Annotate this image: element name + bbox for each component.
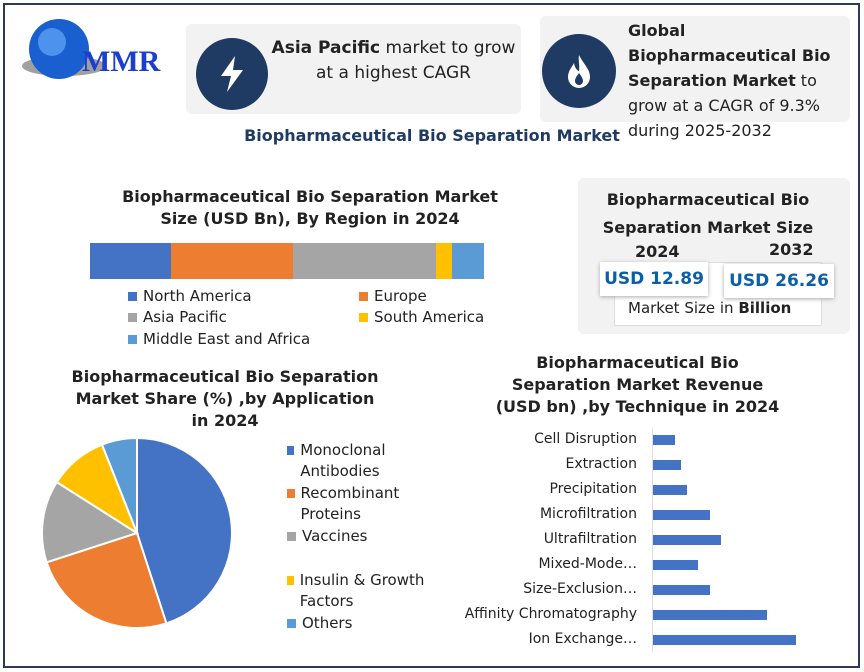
mmr-logo: MMR xyxy=(14,14,174,84)
region-segment-3 xyxy=(436,243,453,279)
technique-label: Ultrafiltration xyxy=(543,531,637,547)
technique-label: Ion Exchange… xyxy=(528,631,637,647)
technique-bar xyxy=(653,535,721,545)
callout-asia-pacific: Asia Pacific market to grow at a highest… xyxy=(186,24,521,114)
legend-label: North America xyxy=(143,287,252,305)
region-segment-0 xyxy=(90,243,172,279)
flame-icon xyxy=(542,34,616,108)
callout2-text: to grow at a CAGR of 9.3% during 2025-20… xyxy=(628,71,820,140)
legend-swatch xyxy=(287,489,295,498)
legend-swatch xyxy=(287,532,296,541)
region-legend-item: South America xyxy=(359,308,484,326)
technique-bar xyxy=(653,560,698,570)
legend-swatch xyxy=(287,619,296,628)
application-legend-item: Others xyxy=(287,613,437,634)
technique-chart-title: Biopharmaceutical Bio Separation Market … xyxy=(495,353,780,416)
callout1-bold: Asia Pacific xyxy=(271,38,381,58)
pie-slice-2 xyxy=(41,480,140,564)
region-stacked-bar xyxy=(90,243,484,279)
region-legend-item: Europe xyxy=(359,287,427,305)
region-legend-item: Middle East and Africa xyxy=(128,330,310,348)
technique-label: Affinity Chromatography xyxy=(464,606,637,622)
technique-label: Size-Exclusion… xyxy=(523,581,637,597)
legend-swatch xyxy=(287,576,294,585)
technique-bar xyxy=(653,610,767,620)
technique-bar xyxy=(653,585,710,595)
technique-bar xyxy=(653,635,796,645)
technique-label: Cell Disruption xyxy=(534,431,637,447)
legend-swatch xyxy=(359,312,368,322)
size-box-title: Biopharmaceutical Bio Separation Market … xyxy=(602,190,814,237)
legend-label: Asia Pacific xyxy=(143,308,227,326)
callout-cagr: Global Biopharmaceutical Bio Separation … xyxy=(540,16,850,140)
market-size-box: Biopharmaceutical Bio Separation Market … xyxy=(578,178,850,334)
region-segment-2 xyxy=(293,243,437,279)
legend-label: Insulin & Growth Factors xyxy=(299,571,425,610)
technique-axis xyxy=(652,428,653,652)
technique-label: Precipitation xyxy=(549,481,637,497)
technique-label: Mixed-Mode… xyxy=(538,556,637,572)
legend-label: Europe xyxy=(374,287,427,305)
callout1-text: market to grow at a highest CAGR xyxy=(316,38,516,83)
value-2032: USD 26.26 xyxy=(724,264,834,298)
pie-slice-0 xyxy=(136,436,233,625)
application-legend-item: Vaccines xyxy=(287,526,437,547)
unit-bold: Billion xyxy=(738,299,792,317)
region-legend-item: Asia Pacific xyxy=(128,308,227,326)
pie-slice-4 xyxy=(100,436,138,534)
technique-bar xyxy=(653,460,682,470)
legend-label: Others xyxy=(302,614,353,632)
legend-label: Monoclonal Antibodies xyxy=(300,441,386,480)
lightning-icon xyxy=(196,38,268,110)
year-2024: 2024 xyxy=(635,242,680,261)
legend-label: Recombinant Proteins xyxy=(300,484,400,523)
technique-bar xyxy=(653,485,687,495)
value-2024: USD 12.89 xyxy=(600,262,708,296)
year-2032: 2032 xyxy=(769,240,814,259)
unit-label: Market Size in xyxy=(628,299,739,317)
region-segment-4 xyxy=(452,243,484,279)
region-chart-title: Biopharmaceutical Bio Separation Market … xyxy=(122,187,498,228)
region-segment-1 xyxy=(171,243,294,279)
application-legend-item: Recombinant Proteins xyxy=(287,483,437,525)
application-chart-title: Biopharmaceutical Bio Separation Market … xyxy=(71,367,379,430)
application-pie-chart xyxy=(41,436,233,629)
callout2-bold: Global Biopharmaceutical Bio Separation … xyxy=(628,21,831,90)
technique-label: Microfiltration xyxy=(539,506,637,522)
legend-label: Middle East and Africa xyxy=(143,330,311,348)
legend-swatch xyxy=(128,291,137,301)
legend-swatch xyxy=(287,446,295,455)
application-legend-item: Monoclonal Antibodies xyxy=(287,440,437,482)
legend-label: Vaccines xyxy=(302,527,368,545)
technique-bar xyxy=(653,435,675,445)
legend-swatch xyxy=(359,291,368,301)
technique-label: Extraction xyxy=(565,456,637,472)
application-legend-item: Insulin & Growth Factors xyxy=(287,570,437,612)
region-legend-item: North America xyxy=(128,287,252,305)
legend-swatch xyxy=(128,312,137,322)
legend-label: South America xyxy=(374,308,485,326)
legend-swatch xyxy=(128,334,137,344)
infographic-frame xyxy=(3,3,860,668)
main-title: Biopharmaceutical Bio Separation Market xyxy=(244,126,620,145)
logo-text: MMR xyxy=(82,45,161,78)
technique-bar xyxy=(653,510,710,520)
pie-slice-1 xyxy=(45,531,168,629)
